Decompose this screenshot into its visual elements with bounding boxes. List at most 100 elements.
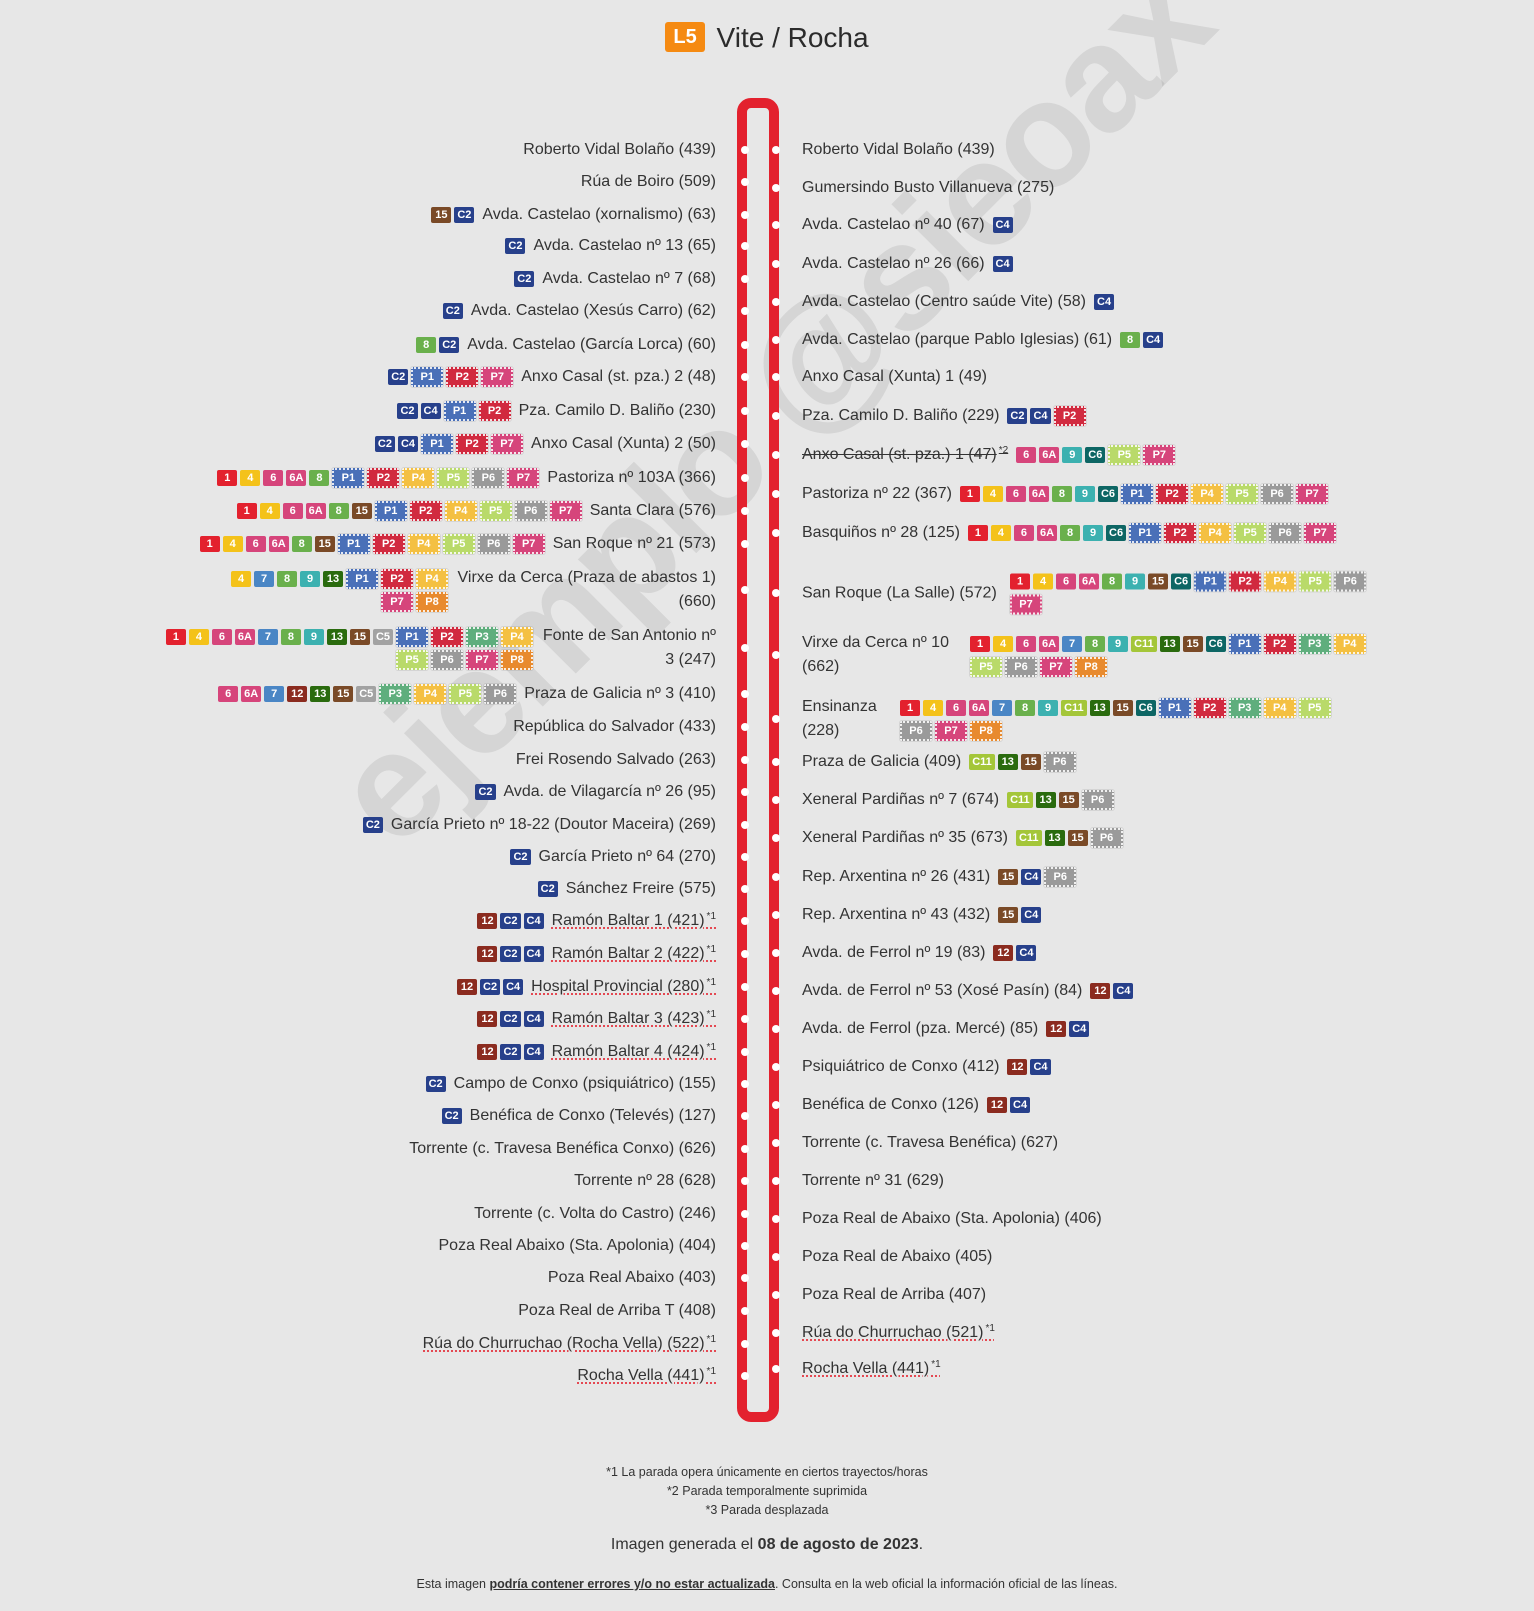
line-badge-c11[interactable]: C11 (969, 754, 995, 770)
line-badge-p6[interactable]: P6 (1089, 827, 1124, 849)
line-badge-8[interactable]: 8 (309, 470, 330, 486)
stop-left-rep-blica-do-salvador-433[interactable]: República do Salvador (433) (513, 715, 716, 739)
line-badge-c2[interactable]: C2 (388, 369, 409, 385)
line-badge-c2[interactable]: C2 (500, 913, 521, 929)
line-badge-p1[interactable]: P1 (442, 400, 477, 422)
stop-right-virxe-da-cerca-n-10-662[interactable]: Virxe da Cerca nº 10 (662) 1 4 6 6A 7 8 9 C11 13 1… (802, 631, 1380, 679)
line-badge-6a[interactable]: 6A (286, 470, 307, 486)
line-badge-p2[interactable]: P2 (371, 533, 406, 555)
stop-right-psiqui-trico-de-conxo-412[interactable]: Psiquiátrico de Conxo (412) 12 C4 (802, 1055, 1051, 1079)
line-badge-6a[interactable]: 6A (305, 503, 326, 519)
line-badge-p6[interactable]: P6 (471, 467, 506, 489)
line-badge-9[interactable]: 9 (1125, 573, 1146, 590)
line-badge-c11[interactable]: C11 (1015, 830, 1042, 846)
line-badge-8[interactable]: 8 (328, 503, 349, 519)
line-badge-p7[interactable]: P7 (1303, 522, 1338, 544)
line-badge-p6[interactable]: P6 (1268, 522, 1303, 544)
line-badge-c6[interactable]: C6 (1135, 699, 1156, 716)
stop-left-anxo-casal-st-pza-2-48[interactable]: Anxo Casal (st. pza.) 2 (48) C2 P1 P2 P7 (388, 365, 716, 389)
line-badge-4[interactable]: 4 (1033, 573, 1053, 590)
stop-left-avda-de-vilagarc-a-n-26-95[interactable]: Avda. de Vilagarcía nº 26 (95) C2 (475, 780, 716, 804)
line-badge-9[interactable]: 9 (1108, 635, 1129, 652)
line-badge-4[interactable]: 4 (993, 635, 1013, 652)
stop-right-rep-arxentina-n-43-432[interactable]: Rep. Arxentina nº 43 (432) 15 C4 (802, 903, 1042, 927)
stop-left-pza-camilo-d-bali-o-230[interactable]: Pza. Camilo D. Baliño (230) C2 C4 P1 P2 (397, 399, 716, 423)
line-badge-6[interactable]: 6 (211, 628, 232, 645)
line-badge-p6[interactable]: P6 (430, 648, 464, 671)
line-badge-c11[interactable]: C11 (1061, 699, 1087, 716)
line-badge-13[interactable]: 13 (1035, 792, 1056, 808)
line-badge-c6[interactable]: C6 (1171, 573, 1192, 590)
line-badge-p2[interactable]: P2 (1163, 522, 1198, 544)
line-badge-c2[interactable]: C2 (442, 303, 463, 319)
stop-left-ram-n-baltar-3-423[interactable]: Ramón Baltar 3 (423) *1 12 C2 C4 (477, 1007, 716, 1031)
line-badge-6[interactable]: 6 (245, 536, 266, 552)
line-badge-6[interactable]: 6 (282, 503, 303, 519)
line-badge-15[interactable]: 15 (1067, 830, 1088, 846)
line-badge-p5[interactable]: P5 (969, 655, 1003, 678)
line-badge-p4[interactable]: P4 (1198, 522, 1233, 544)
line-badge-12[interactable]: 12 (993, 945, 1014, 961)
stop-left-pastoriza-n-103a-366[interactable]: Pastoriza nº 103A (366) 1 4 6 6A 8 P1 P2 P4 P5 P6 P… (217, 466, 716, 490)
stop-right-san-roque-la-salle-572[interactable]: San Roque (La Salle) (572) 1 4 6 6A 8 9 15 C6 P1 P… (802, 570, 1370, 616)
line-badge-8[interactable]: 8 (277, 570, 297, 587)
line-badge-p4[interactable]: P4 (406, 533, 441, 555)
line-badge-6a[interactable]: 6A (241, 686, 262, 702)
stop-right-avda-de-ferrol-n-53-xos-pas-n-84[interactable]: Avda. de Ferrol nº 53 (Xosé Pasín) (84) 1… (802, 979, 1134, 1003)
line-badge-9[interactable]: 9 (1074, 486, 1095, 502)
line-badge-7[interactable]: 7 (254, 570, 274, 587)
line-badge-p5[interactable]: P5 (1297, 696, 1332, 719)
line-badge-8[interactable]: 8 (1015, 699, 1036, 716)
line-badge-12[interactable]: 12 (477, 913, 498, 929)
line-badge-p2[interactable]: P2 (477, 400, 512, 422)
line-badge-p4[interactable]: P4 (413, 683, 448, 705)
line-badge-p8[interactable]: P8 (969, 719, 1003, 742)
line-badge-p4[interactable]: P4 (401, 467, 436, 489)
line-badge-13[interactable]: 13 (323, 570, 343, 587)
line-badge-15[interactable]: 15 (1182, 635, 1203, 652)
line-badge-15[interactable]: 15 (349, 628, 370, 645)
line-badge-c2[interactable]: C2 (1007, 408, 1028, 424)
stop-right-avda-castelao-parque-pablo-iglesias-61[interactable]: Avda. Castelao (parque Pablo Iglesias) (… (802, 328, 1164, 352)
stop-left-avda-castelao-n-7-68[interactable]: Avda. Castelao nº 7 (68) C2 (514, 267, 716, 291)
line-badge-p5[interactable]: P5 (478, 500, 513, 522)
line-badge-p5[interactable]: P5 (1225, 483, 1260, 505)
line-badge-13[interactable]: 13 (1044, 830, 1065, 846)
line-badge-c4[interactable]: C4 (1094, 294, 1115, 310)
line-badge-6[interactable]: 6 (218, 686, 239, 702)
line-badge-p6[interactable]: P6 (1333, 570, 1368, 593)
line-badge-12[interactable]: 12 (477, 1044, 498, 1060)
stop-right-ensinanza-228[interactable]: Ensinanza (228) 1 4 6 6A 7 8 9 C11 13 15 C6 P1 P2 P3 P4… (802, 695, 1340, 743)
stop-right-basqui-os-n-28-125[interactable]: Basquiños nº 28 (125) 1 4 6 6A 8 9 C6 P1 P2 P4 P5 P6… (802, 521, 1338, 545)
stop-right-torrente-n-31-629[interactable]: Torrente nº 31 (629) (802, 1169, 944, 1193)
line-badge-p1[interactable]: P1 (336, 533, 371, 555)
stop-left-poza-real-de-arriba-t-408[interactable]: Poza Real de Arriba T (408) (518, 1299, 716, 1323)
line-badge-4[interactable]: 4 (982, 486, 1003, 502)
stop-left-hospital-provincial-280[interactable]: Hospital Provincial (280) *1 12 C2 C4 (457, 975, 716, 999)
line-badge-c6[interactable]: C6 (1205, 635, 1226, 652)
line-badge-p7[interactable]: P7 (465, 648, 499, 671)
line-badge-p5[interactable]: P5 (1107, 444, 1142, 466)
line-badge-c2[interactable]: C2 (374, 436, 395, 452)
line-badge-15[interactable]: 15 (314, 536, 335, 552)
line-badge-c2[interactable]: C2 (505, 238, 526, 254)
line-badge-p4[interactable]: P4 (1263, 570, 1298, 593)
line-badge-c2[interactable]: C2 (425, 1076, 446, 1092)
stop-left-r-a-do-churruchao-rocha-vella-522[interactable]: Rúa do Churruchao (Rocha Vella) (522) *1 (423, 1332, 716, 1356)
line-badge-c4[interactable]: C4 (1113, 983, 1134, 999)
stop-right-avda-de-ferrol-n-19-83[interactable]: Avda. de Ferrol nº 19 (83) 12 C4 (802, 941, 1037, 965)
line-badge-p1[interactable]: P1 (410, 366, 445, 388)
line-badge-4[interactable]: 4 (188, 628, 209, 645)
line-badge-1[interactable]: 1 (900, 699, 920, 716)
line-badge-c2[interactable]: C2 (475, 784, 496, 800)
line-badge-p5[interactable]: P5 (1298, 570, 1333, 593)
line-badge-p4[interactable]: P4 (1332, 632, 1367, 655)
line-badge-p2[interactable]: P2 (1192, 696, 1227, 719)
stop-right-xeneral-pardi-as-n-7-674[interactable]: Xeneral Pardiñas nº 7 (674) C11 13 15 P6 (802, 788, 1115, 812)
line-badge-p7[interactable]: P7 (380, 590, 414, 613)
line-badge-p2[interactable]: P2 (366, 467, 401, 489)
line-badge-p7[interactable]: P7 (490, 433, 525, 455)
stop-left-ben-fica-de-conxo-telev-s-127[interactable]: Benéfica de Conxo (Televés) (127) C2 (441, 1104, 716, 1128)
stop-left-fonte-de-san-antonio-n-3-247[interactable]: Fonte de San Antonio nº 3 (247) 1 4 6 6A 7 8 9 1… (153, 624, 716, 672)
line-badge-p2[interactable]: P2 (430, 625, 464, 648)
